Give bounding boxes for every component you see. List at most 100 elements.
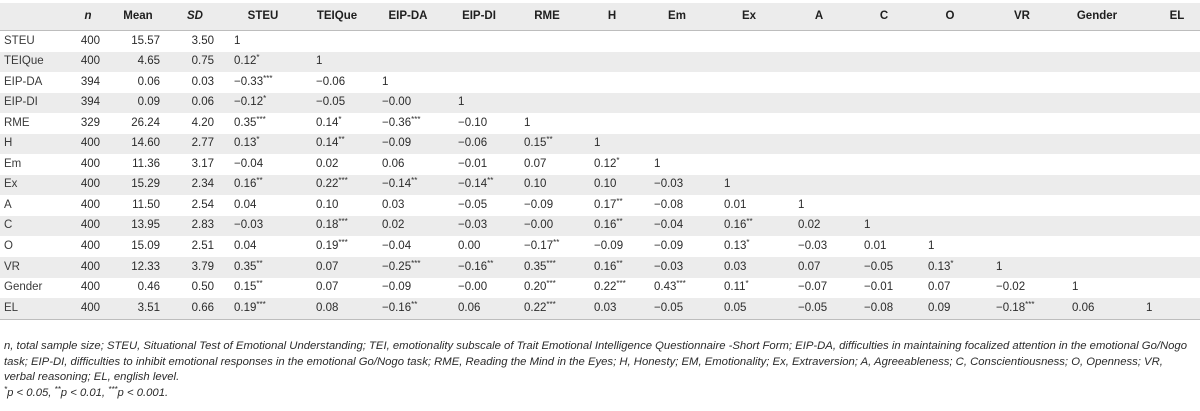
correlation-cell: 1 [304,51,370,73]
correlation-value: 0.35 [524,260,547,273]
correlation-cell [916,51,984,73]
n-cell: 394 [80,75,100,88]
correlation-cell: 0.13* [916,257,984,278]
correlation-cell [984,72,1060,93]
correlation-cell: 0.06 [446,298,512,320]
correlation-cell [1060,215,1134,237]
correlation-value: 0.07 [798,260,821,273]
correlation-cell: 0.14* [304,113,370,134]
correlation-cell: 1 [582,133,642,155]
correlation-value: −0.36 [382,116,412,129]
correlation-value: 0.10 [524,178,547,191]
correlation-cell: 0.22*** [512,298,582,320]
correlation-cell [712,31,786,52]
correlation-value: 0.17 [594,198,617,211]
sd-cell: 0.66 [168,298,222,320]
correlation-cell: 0.12* [222,51,304,73]
header-cell: EIP-DI [446,3,512,31]
correlation-cell [1134,133,1200,155]
correlation-value: 0.07 [316,260,339,273]
header-cell: Em [642,3,712,31]
row-label: O [4,239,13,252]
n-cell: 400 [68,298,108,320]
correlation-cell [370,51,446,73]
correlation-value: −0.06 [316,75,346,88]
correlation-cell [984,215,1060,237]
correlation-cell [712,154,786,175]
correlation-cell: 1 [786,195,852,216]
correlation-cell: 0.16** [712,215,786,237]
correlation-cell [642,113,712,134]
correlation-value: 0.06 [458,301,481,314]
correlation-value: 0.09 [928,301,951,314]
correlation-cell: 0.13* [222,133,304,155]
correlation-cell: −0.01 [446,154,512,175]
correlation-value: 0.02 [798,219,821,232]
correlation-cell: −0.05 [786,298,852,320]
correlation-cell: 0.15** [512,133,582,155]
significance-stars: * [616,155,620,165]
correlation-cell: −0.10 [446,113,512,134]
table-row: O 400 15.09 2.51 0.04 0.19*** −0.04 0.00 −0.17**… [0,236,1200,257]
correlation-value: −0.05 [458,198,488,211]
sd-cell: 3.79 [168,257,222,278]
correlation-value: 0.01 [864,239,887,252]
correlation-cell: 0.03 [370,195,446,216]
sd-cell: 2.83 [168,215,222,237]
correlation-cell: −0.09 [512,195,582,216]
mean-cell: 15.57 [131,34,160,47]
correlation-value: 1 [458,96,465,109]
correlation-value: 0.10 [316,198,339,211]
correlation-cell: 0.00 [446,236,512,257]
significance-stars: *** [1025,299,1035,309]
correlation-cell [1134,92,1200,114]
significance-stars: * [4,384,8,394]
correlation-cell [1060,195,1134,216]
n-cell: 400 [68,174,108,196]
correlation-cell: −0.16** [370,298,446,320]
correlation-cell [852,31,916,52]
correlation-value: −0.03 [798,239,828,252]
significance-text: p < 0.001. [117,386,169,399]
correlation-value: 0.03 [594,301,617,314]
correlation-cell [786,92,852,114]
correlation-value: 1 [382,75,389,88]
correlation-value: 1 [928,239,935,252]
correlation-cell [1060,92,1134,114]
correlation-cell: 1 [712,174,786,196]
correlation-cell: 0.35*** [512,257,582,278]
correlation-cell: −0.05 [446,195,512,216]
significance-stars: *** [546,258,556,268]
correlation-value: 0.22 [594,281,617,294]
correlation-cell [852,133,916,155]
correlation-cell: 0.10 [512,174,582,196]
correlation-cell [984,92,1060,114]
n-cell: 400 [80,34,100,47]
correlation-value: −0.03 [458,219,488,232]
correlation-cell: −0.01 [852,278,916,299]
correlation-cell [642,133,712,155]
correlation-cell [1060,72,1134,93]
sd-cell: 2.51 [191,239,214,252]
correlation-cell [1134,278,1200,299]
correlation-value: −0.16 [382,301,412,314]
correlation-cell: −0.07 [786,278,852,299]
correlation-cell: 1 [1134,298,1200,320]
significance-stars: *** [676,279,686,289]
mean-cell: 14.60 [108,133,168,155]
correlation-cell [304,31,370,52]
correlation-cell: 0.11* [712,278,786,299]
n-cell: 400 [68,133,108,155]
mean-cell: 3.51 [108,298,168,320]
correlation-value: −0.12 [234,96,264,109]
correlation-value: −0.08 [654,198,684,211]
correlation-cell: 0.35*** [222,113,304,134]
mean-cell: 0.06 [137,75,160,88]
correlation-value: 0.13 [234,137,257,150]
correlation-cell: 1 [642,154,712,175]
row-label: Ex [0,174,68,196]
correlation-cell: −0.03 [642,174,712,196]
mean-cell: 11.36 [132,157,160,170]
correlation-cell [786,133,852,155]
sd-cell: 2.34 [168,174,222,196]
